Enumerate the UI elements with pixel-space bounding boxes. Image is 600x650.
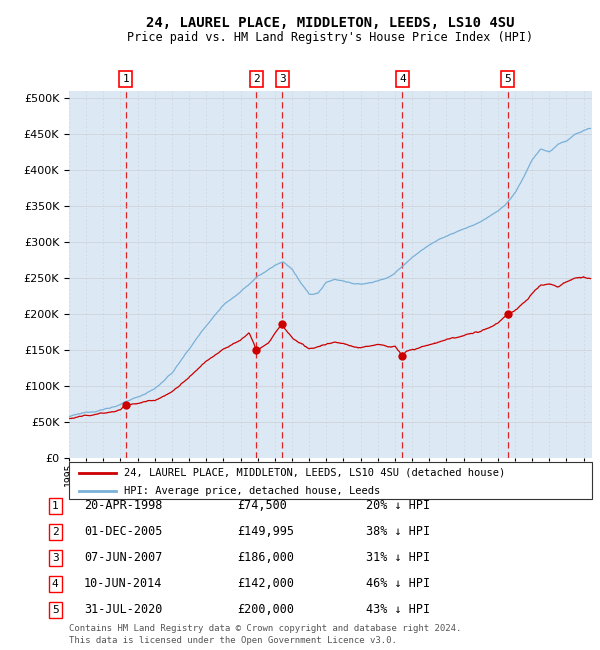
Text: 20% ↓ HPI: 20% ↓ HPI: [366, 499, 430, 512]
Text: 24, LAUREL PLACE, MIDDLETON, LEEDS, LS10 4SU: 24, LAUREL PLACE, MIDDLETON, LEEDS, LS10…: [146, 16, 514, 30]
Text: 3: 3: [279, 74, 286, 84]
Text: 46% ↓ HPI: 46% ↓ HPI: [366, 577, 430, 590]
Text: 3: 3: [52, 552, 59, 563]
Text: £186,000: £186,000: [237, 551, 294, 564]
Text: £142,000: £142,000: [237, 577, 294, 590]
Text: 31-JUL-2020: 31-JUL-2020: [84, 603, 163, 616]
Text: 31% ↓ HPI: 31% ↓ HPI: [366, 551, 430, 564]
Text: 2: 2: [52, 526, 59, 537]
Text: £74,500: £74,500: [237, 499, 287, 512]
Text: 4: 4: [399, 74, 406, 84]
Text: £200,000: £200,000: [237, 603, 294, 616]
Text: 24, LAUREL PLACE, MIDDLETON, LEEDS, LS10 4SU (detached house): 24, LAUREL PLACE, MIDDLETON, LEEDS, LS10…: [124, 467, 505, 478]
Text: Price paid vs. HM Land Registry's House Price Index (HPI): Price paid vs. HM Land Registry's House …: [127, 31, 533, 44]
Text: 01-DEC-2005: 01-DEC-2005: [84, 525, 163, 538]
Text: 1: 1: [122, 74, 129, 84]
Text: 4: 4: [52, 578, 59, 589]
Text: HPI: Average price, detached house, Leeds: HPI: Average price, detached house, Leed…: [124, 486, 380, 496]
FancyBboxPatch shape: [69, 462, 592, 499]
Text: 38% ↓ HPI: 38% ↓ HPI: [366, 525, 430, 538]
Text: 20-APR-1998: 20-APR-1998: [84, 499, 163, 512]
Text: 07-JUN-2007: 07-JUN-2007: [84, 551, 163, 564]
Text: 5: 5: [505, 74, 511, 84]
Text: 2: 2: [253, 74, 260, 84]
Text: 1: 1: [52, 500, 59, 511]
Text: 5: 5: [52, 604, 59, 615]
Text: 10-JUN-2014: 10-JUN-2014: [84, 577, 163, 590]
Text: Contains HM Land Registry data © Crown copyright and database right 2024.
This d: Contains HM Land Registry data © Crown c…: [69, 624, 461, 645]
Text: 43% ↓ HPI: 43% ↓ HPI: [366, 603, 430, 616]
Text: £149,995: £149,995: [237, 525, 294, 538]
